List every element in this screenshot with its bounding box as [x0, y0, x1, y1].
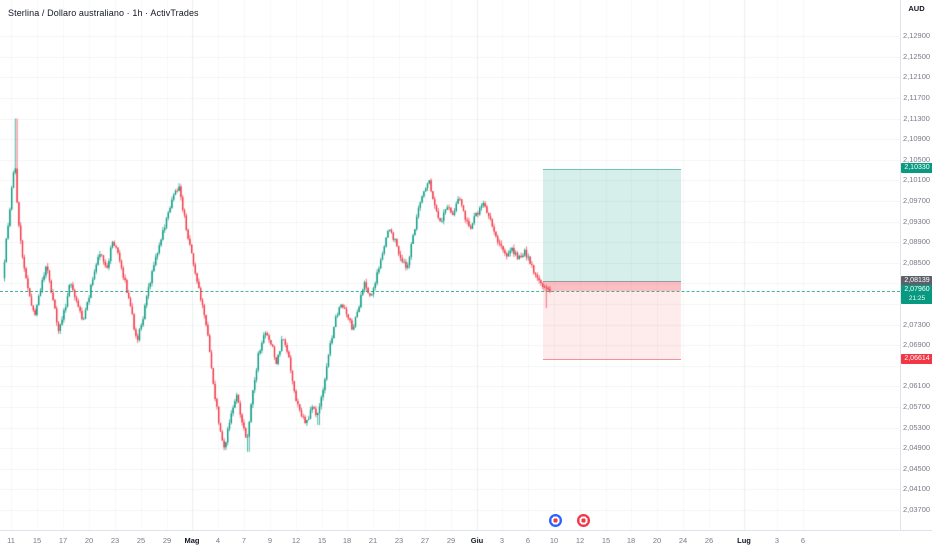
time-axis-label: 4	[215, 536, 221, 545]
plot-area[interactable]: Sterlina / Dollaro australiano · 1h · Ac…	[0, 0, 900, 530]
stop-price-badge: 2,06614	[901, 354, 932, 365]
time-axis-month-label: Mag	[184, 536, 200, 545]
last-price-badge: 2,07960 21:25	[901, 285, 932, 305]
price-axis-label: 2,12900	[902, 31, 931, 41]
time-axis-month-label: Giu	[470, 536, 484, 545]
time-axis-label: 29	[446, 536, 456, 545]
time-axis-label: 29	[162, 536, 172, 545]
time-axis-month-label: Lug	[737, 536, 751, 545]
price-axis-label: 2,09700	[902, 195, 931, 205]
time-axis-label: 20	[84, 536, 94, 545]
time-axis-label: 23	[110, 536, 120, 545]
symbol-title[interactable]: Sterlina / Dollaro australiano · 1h · Ac…	[8, 8, 199, 18]
price-axis-label: 2,10500	[902, 154, 931, 164]
price-axis-label: 2,10900	[902, 134, 931, 144]
time-axis-label: 12	[575, 536, 585, 545]
price-axis-label: 2,10100	[902, 175, 931, 185]
price-axis-label: 2,11700	[903, 92, 930, 102]
time-axis-label: 18	[626, 536, 636, 545]
time-axis-label: 11	[7, 536, 15, 545]
profit-zone[interactable]	[543, 168, 681, 282]
time-axis-label: 7	[241, 536, 247, 545]
time-axis-label: 15	[317, 536, 327, 545]
time-axis-label: 10	[549, 536, 559, 545]
target-price-badge: 2,10330	[901, 163, 932, 174]
time-axis-label: 15	[32, 536, 42, 545]
time-axis-label: 18	[342, 536, 352, 545]
time-axis-label: 12	[291, 536, 301, 545]
price-axis-label: 2,08900	[902, 237, 931, 247]
time-axis-label: 6	[800, 536, 806, 545]
candlestick-chart[interactable]	[0, 0, 900, 530]
currency-label: AUD	[908, 4, 925, 13]
price-axis-label: 2,09300	[902, 216, 931, 226]
price-axis-label: 2,03700	[902, 505, 931, 514]
alert-event-icon[interactable]	[577, 514, 590, 527]
time-axis-label: 21	[368, 536, 378, 545]
price-axis-label: 2,04900	[902, 443, 931, 453]
price-axis-label: 2,06900	[902, 340, 931, 350]
price-axis-label: 2,04500	[902, 463, 931, 473]
time-axis-label: 27	[420, 536, 430, 545]
price-axis-label: 2,08500	[902, 257, 931, 267]
last-price-line	[0, 290, 900, 292]
time-axis-label: 20	[652, 536, 662, 545]
price-axis-label: 2,11300	[903, 113, 930, 123]
loss-zone[interactable]	[543, 281, 681, 360]
time-axis-label: 3	[499, 536, 505, 545]
time-axis-label: 23	[394, 536, 404, 545]
time-axis-label: 15	[601, 536, 611, 545]
target-event-icon[interactable]	[549, 514, 562, 527]
time-axis-label: 17	[58, 536, 68, 545]
price-axis-label: 2,05700	[902, 401, 931, 411]
time-axis-label: 9	[267, 536, 273, 545]
price-axis-label: 2,06100	[902, 381, 931, 391]
price-axis-label: 2,12100	[902, 72, 931, 82]
loss-active-strip	[543, 281, 681, 291]
price-axis-label: 2,07300	[902, 319, 931, 329]
time-axis-label: 24	[678, 536, 688, 545]
time-axis-label: 6	[525, 536, 531, 545]
price-axis-label: 2,12500	[902, 51, 931, 61]
time-axis-label: 25	[136, 536, 146, 545]
price-axis[interactable]: AUD 2,12900 2,12500 2,12100 2,11700 2,11300 2…	[900, 0, 932, 530]
price-axis-label: 2,04100	[902, 484, 931, 494]
time-axis-label: 3	[774, 536, 780, 545]
price-axis-label: 2,05300	[902, 422, 931, 432]
entry-price-badge: 2,08139	[901, 275, 932, 286]
time-axis-label: 26	[704, 536, 714, 545]
time-axis[interactable]: 11 15 17 20 23 25 29 Mag 4 7 9 12 15 18 21 23 27 29 Giu 3 6 1…	[0, 530, 932, 550]
